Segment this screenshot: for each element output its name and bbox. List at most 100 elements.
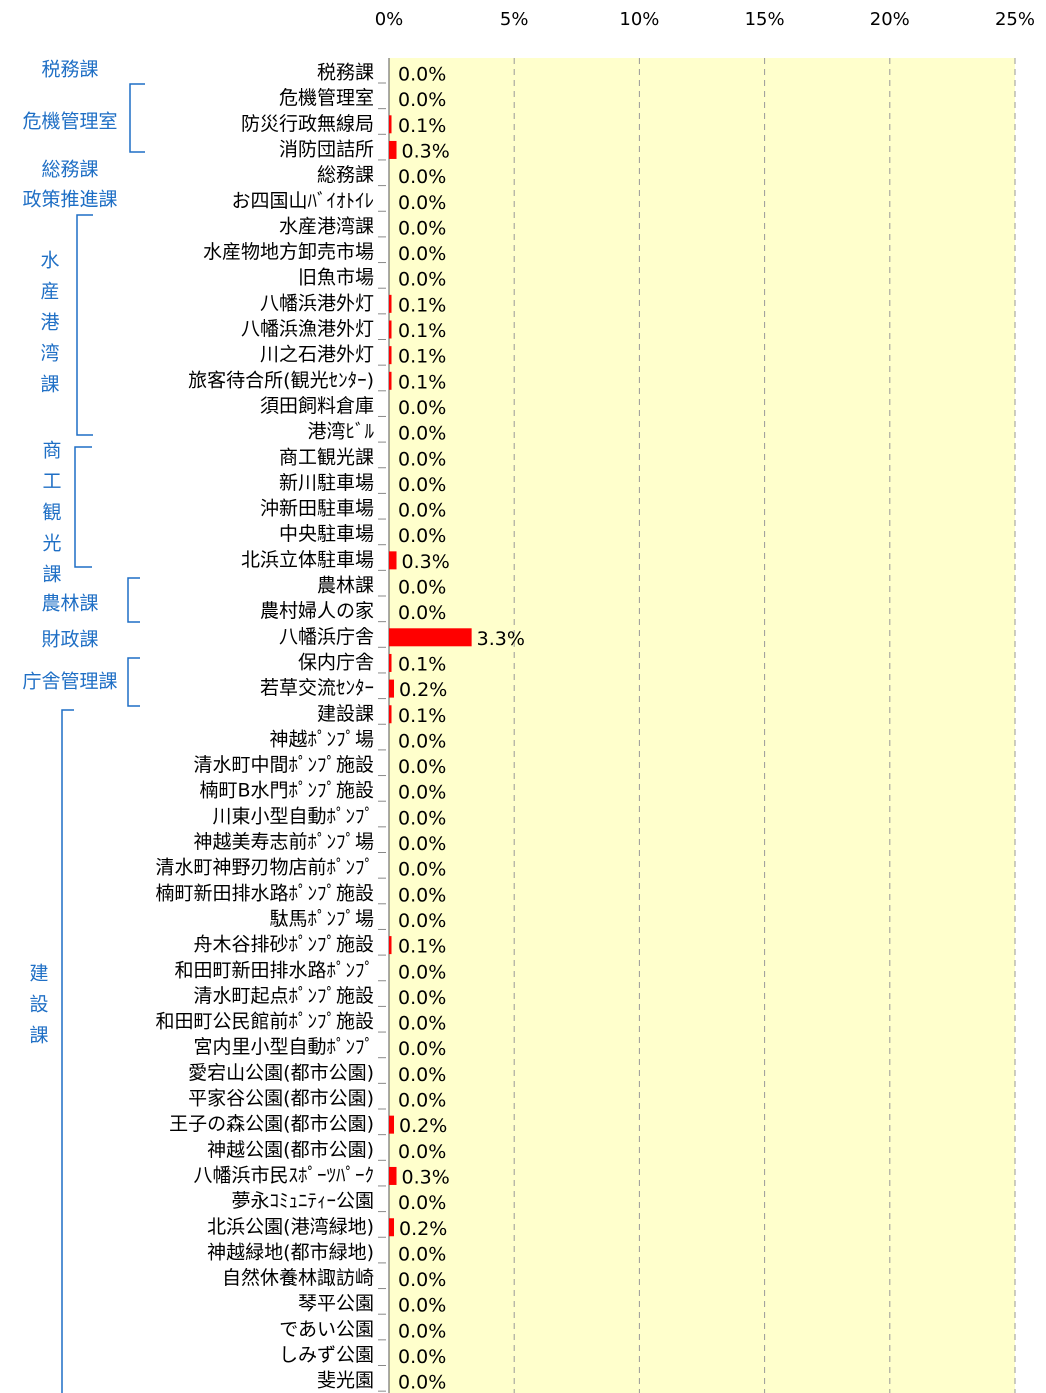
group-bracket (74, 446, 92, 568)
value-label: 0.1% (398, 320, 446, 342)
x-tick-label: 10% (619, 9, 659, 30)
value-label: 0.0% (398, 1064, 446, 1086)
value-label: 0.0% (398, 500, 446, 522)
group-label: 税務課 (41, 59, 98, 81)
group-bracket (129, 83, 145, 153)
category-label: 和田町公民館前ﾎﾟﾝﾌﾟ施設 (155, 1011, 374, 1033)
value-label: 0.0% (398, 730, 446, 752)
value-label: 0.0% (398, 1038, 446, 1060)
value-label: 0.0% (398, 243, 446, 265)
value-label: 0.1% (398, 371, 446, 393)
group-bracket (61, 709, 74, 1393)
category-label: 清水町起点ﾎﾟﾝﾌﾟ施設 (193, 985, 374, 1007)
bar (389, 551, 397, 570)
bar (389, 705, 392, 724)
value-label: 0.2% (399, 1115, 447, 1137)
value-label: 0.0% (398, 89, 446, 111)
bar (389, 320, 392, 339)
value-label: 0.0% (398, 397, 446, 419)
value-label: 0.0% (398, 1090, 446, 1112)
value-label: 0.0% (398, 602, 446, 624)
category-label: 清水町神野刃物店前ﾎﾟﾝﾌﾟ (155, 857, 374, 879)
category-label: 駄馬ﾎﾟﾝﾌﾟ場 (269, 908, 374, 930)
category-label: 水産物地方卸売市場 (203, 241, 374, 263)
group-bracket (127, 577, 140, 623)
group-label: 危機管理室 (22, 111, 117, 133)
x-tick-label: 0% (375, 9, 404, 30)
value-label: 0.0% (398, 1295, 446, 1317)
bar (389, 628, 472, 647)
plot-background (389, 58, 1015, 1393)
bar (389, 679, 395, 698)
value-label: 0.0% (398, 166, 446, 188)
value-label: 0.0% (398, 192, 446, 214)
value-label: 0.0% (398, 64, 446, 86)
category-label: 八幡浜庁舎 (279, 626, 374, 648)
category-label: 沖新田駐車場 (260, 498, 374, 520)
category-label: 平家谷公園(都市公園) (188, 1088, 374, 1110)
value-label: 0.3% (402, 140, 450, 162)
value-label: 0.0% (398, 217, 446, 239)
value-label: 0.0% (398, 1141, 446, 1163)
category-label: 神越緑地(都市緑地) (207, 1241, 374, 1263)
group-label: 政策推進課 (22, 189, 117, 211)
group-label: 水産港湾課 (38, 250, 60, 405)
value-label: 0.1% (398, 705, 446, 727)
group-label: 総務課 (41, 159, 98, 181)
category-label: であい公園 (279, 1318, 374, 1340)
category-label: 防災行政無線局 (241, 113, 374, 135)
bar (389, 294, 392, 313)
group-label: 財政課 (41, 629, 98, 651)
category-label: 宮内里小型自動ﾎﾟﾝﾌﾟ (193, 1036, 374, 1058)
category-label: 須田飼料倉庫 (260, 395, 374, 417)
value-label: 0.0% (398, 1243, 446, 1265)
category-label: 農林課 (317, 575, 374, 597)
value-label: 0.0% (398, 1013, 446, 1035)
value-label: 0.1% (398, 653, 446, 675)
category-label: 消防団詰所 (279, 138, 374, 160)
category-label: お四国山ﾊﾞｲｵﾄｲﾚ (231, 190, 374, 212)
category-label: 旧魚市場 (298, 267, 374, 289)
value-label: 0.0% (398, 884, 446, 906)
value-label: 0.1% (398, 346, 446, 368)
x-tick-label: 5% (500, 9, 529, 30)
category-label: 愛宕山公園(都市公園) (188, 1062, 374, 1084)
value-label: 0.1% (398, 294, 446, 316)
category-label: 中央駐車場 (279, 523, 374, 545)
category-label: 琴平公園 (298, 1293, 374, 1315)
value-label: 0.0% (398, 1269, 446, 1291)
bar (389, 653, 392, 672)
category-label: 斐光園 (317, 1370, 374, 1392)
category-label: 自然休養林諏訪崎 (222, 1267, 374, 1289)
category-label: 商工観光課 (279, 446, 374, 468)
x-tick-label: 15% (745, 9, 785, 30)
value-label: 0.0% (398, 1372, 446, 1393)
value-label: 0.0% (398, 474, 446, 496)
category-label: 八幡浜港外灯 (260, 292, 374, 314)
value-label: 0.0% (398, 807, 446, 829)
category-label: 神越美寿志前ﾎﾟﾝﾌﾟ場 (193, 831, 374, 853)
value-label: 0.0% (398, 961, 446, 983)
value-label: 0.0% (398, 1192, 446, 1214)
group-bracket (127, 657, 140, 707)
value-label: 0.3% (402, 551, 450, 573)
category-label: 建設課 (317, 703, 374, 725)
value-label: 0.0% (398, 525, 446, 547)
category-label: 和田町新田排水路ﾎﾟﾝﾌﾟ (174, 959, 374, 981)
bar (389, 346, 392, 365)
category-label: 危機管理室 (279, 87, 374, 109)
category-label: 税務課 (317, 62, 374, 84)
category-label: 若草交流ｾﾝﾀｰ (260, 677, 374, 699)
value-label: 0.0% (398, 577, 446, 599)
group-label: 商工観光課 (40, 440, 62, 595)
value-label: 0.0% (398, 448, 446, 470)
category-label: 港湾ﾋﾞﾙ (307, 421, 374, 443)
bar (389, 1166, 397, 1185)
value-label: 0.0% (398, 1346, 446, 1368)
value-label: 3.3% (477, 628, 525, 650)
value-label: 0.3% (402, 1166, 450, 1188)
group-label: 農林課 (41, 593, 98, 615)
category-label: 水産港湾課 (279, 215, 374, 237)
value-label: 0.0% (398, 782, 446, 804)
